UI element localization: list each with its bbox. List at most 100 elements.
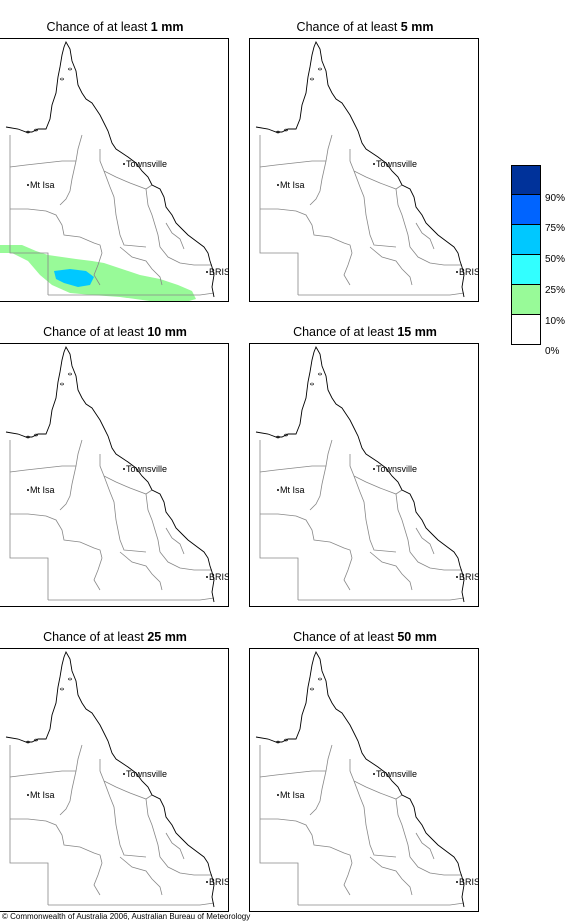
district-boundary	[369, 856, 413, 896]
mt-isa-marker	[277, 489, 279, 491]
mt-isa-label: Mt Isa	[30, 180, 55, 190]
district-boundary	[93, 557, 103, 591]
map-panel-10mm: Townsville Mt Isa BRIS	[0, 343, 229, 607]
title-value: 10 mm	[147, 325, 187, 339]
district-boundary	[395, 188, 411, 248]
district-boundary	[119, 551, 163, 591]
district-boundary	[9, 440, 49, 600]
bris-label: BRIS	[459, 572, 479, 582]
map-panel-15mm: Townsville Mt Isa BRIS	[249, 343, 479, 607]
map-panel-5mm: Townsville Mt Isa BRIS	[249, 38, 479, 302]
island	[310, 382, 314, 386]
mt-isa-label: Mt Isa	[280, 790, 305, 800]
district-boundary	[369, 246, 413, 286]
district-boundary	[145, 493, 161, 553]
bris-label: BRIS	[209, 267, 229, 277]
legend-swatch-25	[511, 255, 541, 285]
rain-probability-area	[0, 245, 196, 301]
title-prefix: Chance of at least	[293, 325, 398, 339]
district-boundary	[119, 856, 163, 896]
bris-marker	[206, 271, 208, 273]
island	[26, 435, 30, 439]
bris-label: BRIS	[459, 877, 479, 887]
district-boundary	[10, 208, 103, 254]
title-prefix: Chance of at least	[293, 630, 398, 644]
townsville-marker	[123, 163, 125, 165]
district-boundary	[259, 134, 333, 168]
district-boundary	[415, 222, 435, 250]
island	[276, 435, 280, 439]
district-boundary	[259, 439, 333, 473]
townsville-label: Townsville	[126, 464, 167, 474]
queensland-map: Townsville Mt Isa BRIS	[255, 40, 479, 298]
district-boundary	[309, 465, 327, 511]
island	[68, 67, 72, 71]
townsville-marker	[123, 468, 125, 470]
queensland-map: Townsville Mt Isa BRIS	[255, 650, 479, 908]
island	[60, 687, 64, 691]
legend-swatch-75	[511, 195, 541, 225]
title-value: 25 mm	[147, 630, 187, 644]
bris-label: BRIS	[209, 877, 229, 887]
district-boundary	[119, 246, 163, 286]
townsville-marker	[123, 773, 125, 775]
townsville-label: Townsville	[126, 159, 167, 169]
district-boundary	[103, 780, 147, 858]
panel-title-25mm: Chance of at least 25 mm	[0, 630, 230, 644]
queensland-map: Townsville Mt Isa BRIS	[0, 40, 229, 301]
island	[318, 372, 322, 376]
panel-title-15mm: Chance of at least 15 mm	[250, 325, 480, 339]
queensland-map: Townsville Mt Isa BRIS	[5, 650, 229, 908]
townsville-label: Townsville	[376, 769, 417, 779]
district-boundary	[48, 292, 215, 296]
title-prefix: Chance of at least	[43, 325, 148, 339]
district-boundary	[349, 759, 403, 800]
townsville-label: Townsville	[126, 769, 167, 779]
legend-label-10: 10%	[545, 316, 566, 327]
island	[34, 433, 38, 437]
island	[284, 433, 288, 437]
coastline	[255, 650, 465, 908]
island	[34, 738, 38, 742]
coastline	[255, 345, 465, 603]
district-boundary	[99, 759, 153, 800]
panel-title-50mm: Chance of at least 50 mm	[250, 630, 480, 644]
island	[318, 677, 322, 681]
island	[34, 128, 38, 132]
district-boundary	[298, 902, 465, 906]
district-boundary	[409, 856, 462, 876]
legend-label-90: 90%	[545, 193, 566, 204]
copyright-notice: © Commonwealth of Australia 2006, Austra…	[2, 912, 251, 921]
color-legend	[511, 165, 541, 345]
district-boundary	[260, 818, 353, 864]
rain-area-50-75	[54, 269, 94, 287]
title-value: 50 mm	[397, 630, 437, 644]
bris-label: BRIS	[459, 267, 479, 277]
district-boundary	[165, 832, 185, 860]
island	[60, 382, 64, 386]
island	[60, 77, 64, 81]
island	[310, 77, 314, 81]
district-boundary	[353, 780, 397, 858]
district-boundary	[103, 475, 147, 553]
district-boundary	[99, 454, 153, 495]
district-boundary	[103, 170, 147, 248]
district-boundary	[145, 798, 161, 858]
map-panel-25mm: Townsville Mt Isa BRIS	[0, 648, 229, 912]
queensland-map: Townsville Mt Isa BRIS	[255, 345, 479, 603]
coastline	[255, 40, 465, 298]
district-boundary	[409, 246, 462, 266]
district-boundary	[349, 149, 403, 190]
title-prefix: Chance of at least	[296, 20, 401, 34]
map-panel-50mm: Townsville Mt Isa BRIS	[249, 648, 479, 912]
townsville-marker	[373, 468, 375, 470]
district-boundary	[9, 439, 83, 473]
district-boundary	[9, 745, 49, 905]
mt-isa-marker	[277, 184, 279, 186]
coastline	[5, 650, 215, 908]
district-boundary	[409, 551, 462, 571]
mt-isa-marker	[27, 794, 29, 796]
island	[310, 687, 314, 691]
district-boundary	[259, 744, 333, 778]
district-boundary	[349, 454, 403, 495]
